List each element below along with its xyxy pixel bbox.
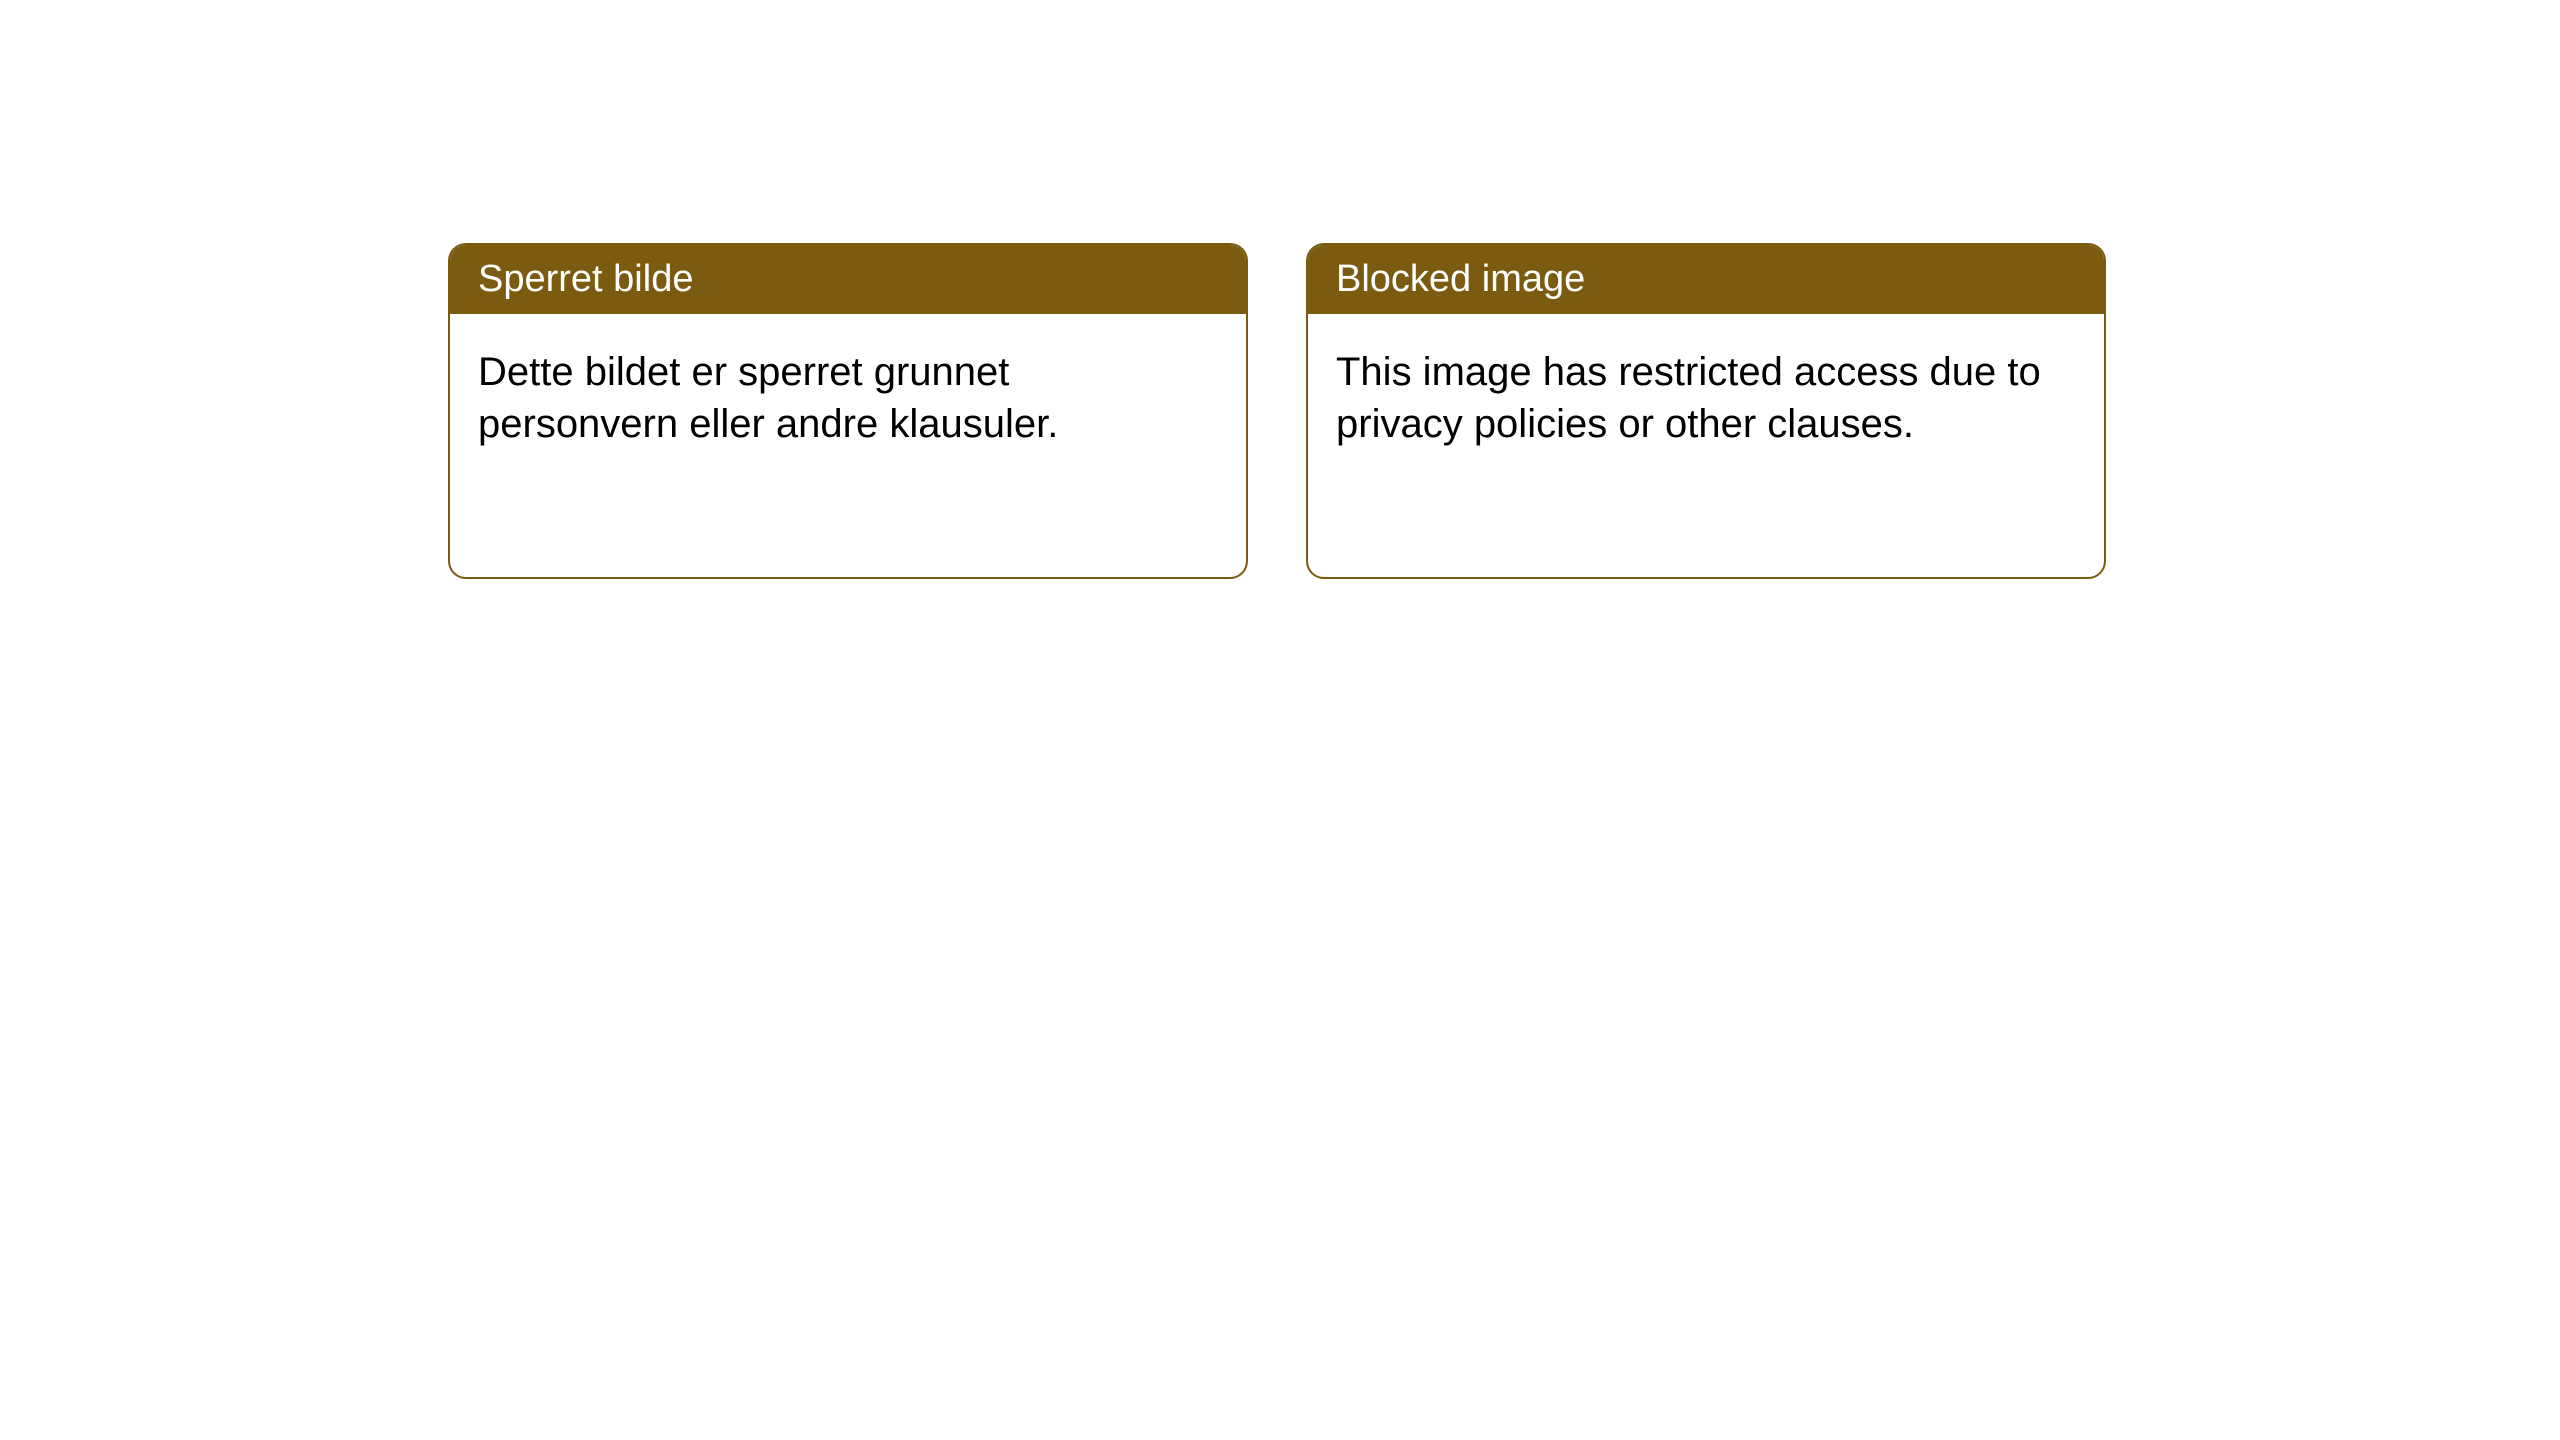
card-header: Sperret bilde [450,245,1246,314]
blocked-image-card-no: Sperret bilde Dette bildet er sperret gr… [448,243,1248,579]
card-body-text: This image has restricted access due to … [1336,350,2041,446]
cards-container: Sperret bilde Dette bildet er sperret gr… [448,243,2106,579]
card-title: Sperret bilde [478,258,693,300]
blocked-image-card-en: Blocked image This image has restricted … [1306,243,2106,579]
card-body: This image has restricted access due to … [1308,314,2104,482]
card-header: Blocked image [1308,245,2104,314]
card-body: Dette bildet er sperret grunnet personve… [450,314,1246,482]
card-title: Blocked image [1336,258,1585,300]
card-body-text: Dette bildet er sperret grunnet personve… [478,350,1058,446]
